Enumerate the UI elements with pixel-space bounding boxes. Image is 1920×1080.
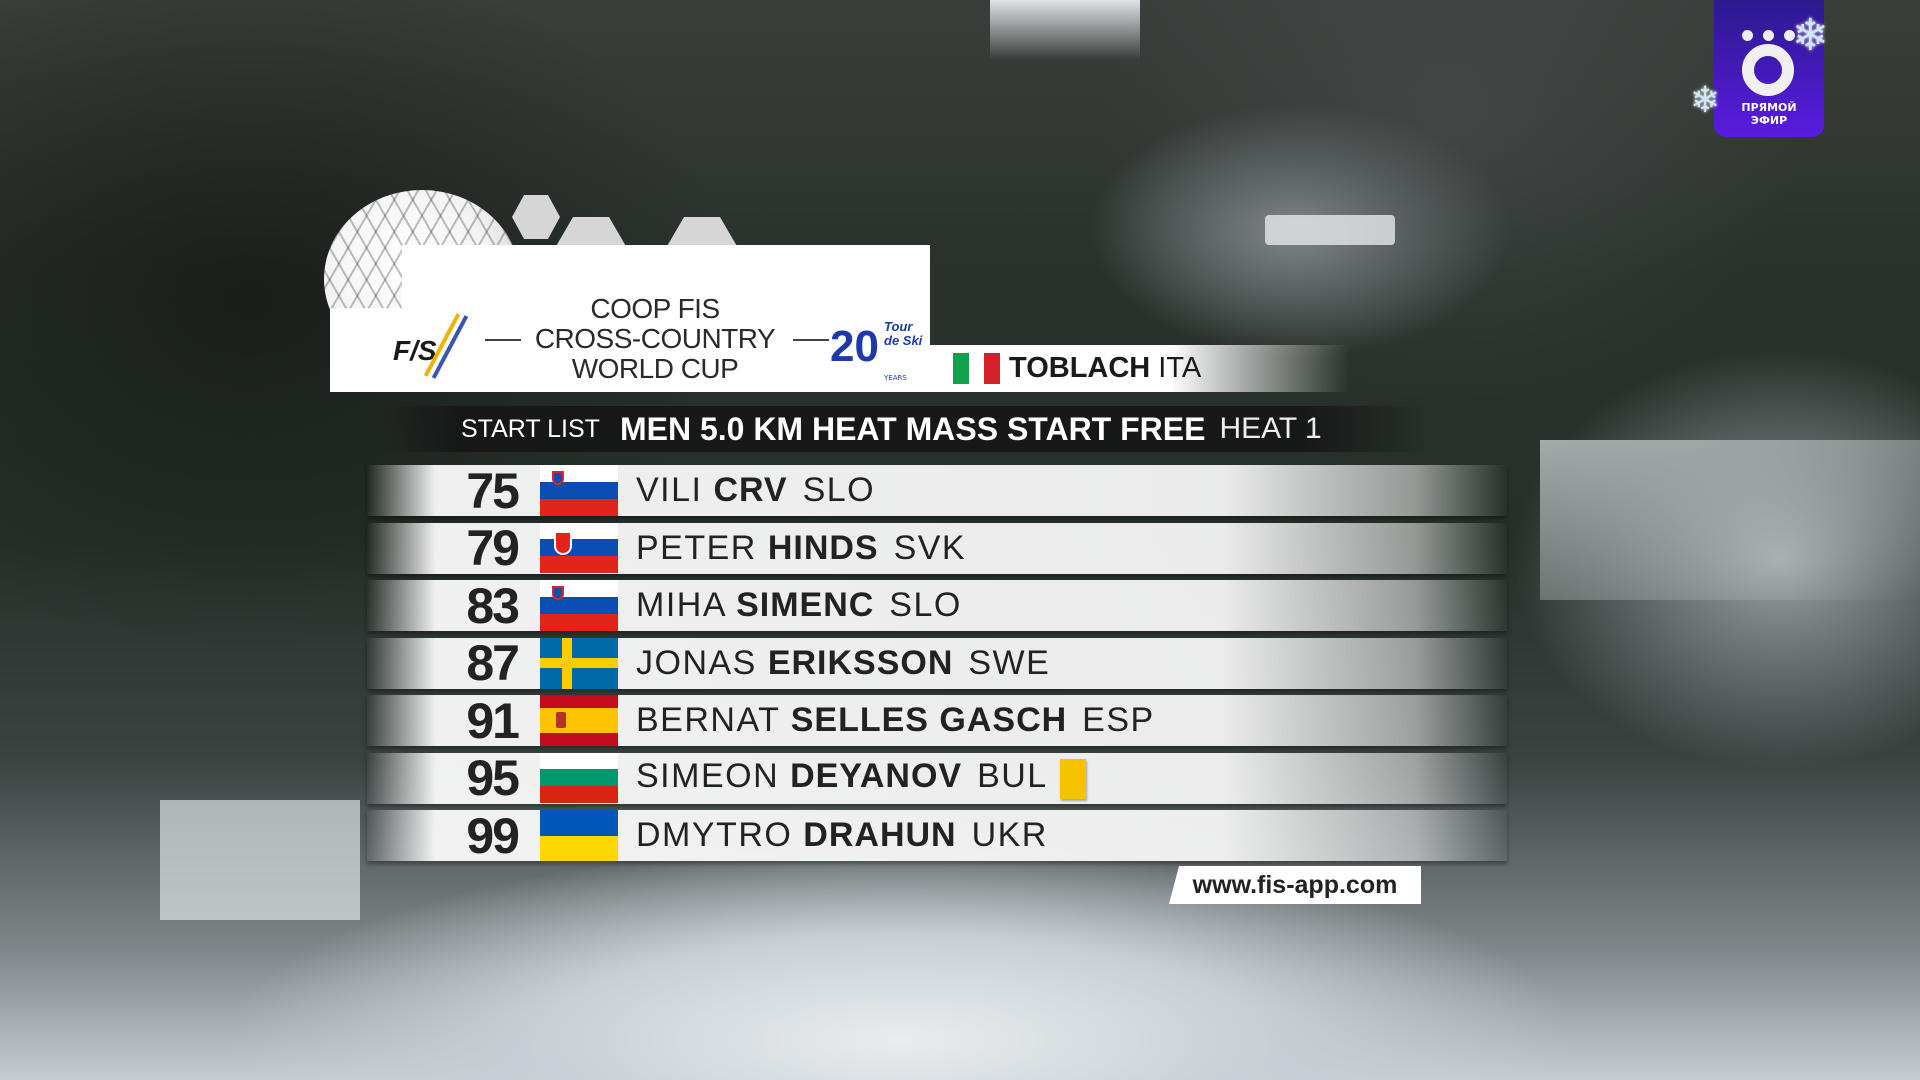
tds-text: Tour de Ski (884, 319, 923, 348)
fis-logo: F/S (393, 335, 437, 367)
snowflake-icon: ❄ (1690, 80, 1721, 121)
start-list-row: 95 SIMEON DEYANOV BUL (367, 750, 1507, 806)
logo-dot (1763, 30, 1774, 41)
start-list-row: 83 MIHA SIMENC SLO (367, 578, 1507, 634)
first-name: VILI (636, 471, 703, 509)
last-name: SELLES GASCH (790, 701, 1068, 739)
tour-de-ski-logo: 20 Tour de Ski YEARS (830, 312, 930, 384)
race-title-bar: START LIST MEN 5.0 KM HEAT MASS START FR… (380, 406, 1430, 452)
first-name: DMYTRO (636, 816, 793, 854)
first-name: BERNAT (636, 701, 780, 739)
bib-number: 95 (466, 750, 520, 806)
bib-number: 87 (466, 635, 520, 691)
first-name: JONAS (636, 643, 757, 682)
live-broadcast-badge: ПРЯМОЙ ЭФИР (1714, 0, 1824, 137)
athlete-name: BERNAT SELLES GASCH ESP (636, 701, 1155, 740)
bib-number: 79 (466, 520, 520, 576)
nation-code: UKR (971, 816, 1048, 854)
italy-flag-icon (953, 353, 1001, 384)
bulgaria-flag-icon (540, 752, 618, 804)
series-title-line: WORLD CUP (571, 353, 739, 384)
snowflake-icon: ❄ (1792, 10, 1829, 61)
venue: TOBLACH ITA (1009, 352, 1201, 385)
tds-number: 20 (830, 322, 879, 371)
series-title-line: COOP FIS (590, 293, 720, 324)
divider (485, 339, 521, 341)
slovenia-flag-icon (540, 465, 618, 516)
first-name: SIMEON (636, 757, 780, 796)
ukraine-flag-icon (540, 810, 618, 861)
athlete-name: MIHA SIMENC SLO (636, 586, 962, 625)
slovakia-flag-icon (540, 522, 618, 574)
athlete-name: VILI CRV SLO (636, 471, 875, 510)
start-list-row: 99 DMYTRO DRAHUN UKR (367, 808, 1507, 864)
nation-code: SWE (968, 643, 1051, 682)
fis-logo-text: F/S (393, 335, 437, 366)
last-name: ERIKSSON (767, 643, 954, 682)
start-list-row: 87 JONAS ERIKSSON SWE (367, 635, 1507, 691)
athlete-name: PETER HINDS SVK (636, 529, 966, 568)
fis-app-url: www.fis-app.com (1169, 866, 1421, 904)
slovenia-flag-icon (540, 580, 618, 631)
last-name: HINDS (767, 528, 879, 567)
last-name: SIMENC (736, 586, 875, 624)
athlete-name: JONAS ERIKSSON SWE (636, 644, 1050, 683)
logo-dot (1784, 30, 1795, 41)
last-name: CRV (713, 471, 788, 509)
bib-number: 91 (466, 692, 520, 749)
start-list-row: 91 BERNAT SELLES GASCH ESP (367, 693, 1507, 749)
nation-code: SLO (889, 586, 962, 624)
sweden-flag-icon (540, 637, 618, 689)
last-name: DEYANOV (790, 757, 963, 796)
series-title: COOP FIS CROSS-COUNTRY WORLD CUP (520, 294, 790, 384)
live-text-line2: ЭФИР (1750, 114, 1788, 127)
channel-logo-icon (1742, 44, 1794, 96)
series-title-line: CROSS-COUNTRY (534, 323, 776, 354)
first-name: MIHA (636, 586, 726, 624)
start-list-row: 75 VILI CRV SLO (367, 463, 1507, 519)
start-list-row: 79 PETER HINDS SVK (367, 520, 1507, 576)
last-name: DRAHUN (803, 816, 957, 854)
race-name: MEN 5.0 KM HEAT MASS START FREE (619, 410, 1206, 447)
live-text: ПРЯМОЙ ЭФИР (1714, 101, 1824, 127)
nation-code: SLO (802, 471, 876, 509)
divider (793, 339, 829, 341)
nation-code: BUL (977, 757, 1048, 796)
live-text-line1: ПРЯМОЙ (1741, 101, 1797, 114)
athlete-name: SIMEON DEYANOV BUL (636, 757, 1086, 799)
bib-number: 83 (466, 577, 520, 634)
nation-code: ESP (1082, 701, 1155, 739)
nation-code: SVK (893, 528, 967, 567)
bib-number: 75 (466, 462, 520, 519)
logo-dot (1742, 30, 1753, 41)
heat-label: HEAT 1 (1219, 412, 1322, 445)
tds-years: YEARS (884, 374, 907, 382)
venue-nation: ITA (1158, 352, 1202, 384)
yellow-bib-icon (1059, 758, 1086, 799)
bib-number: 99 (466, 807, 520, 864)
venue-city: TOBLACH (1009, 352, 1151, 384)
start-list-label: START LIST (461, 414, 600, 443)
first-name: PETER (636, 528, 757, 567)
athlete-name: DMYTRO DRAHUN UKR (636, 816, 1048, 855)
spain-flag-icon (540, 695, 618, 746)
